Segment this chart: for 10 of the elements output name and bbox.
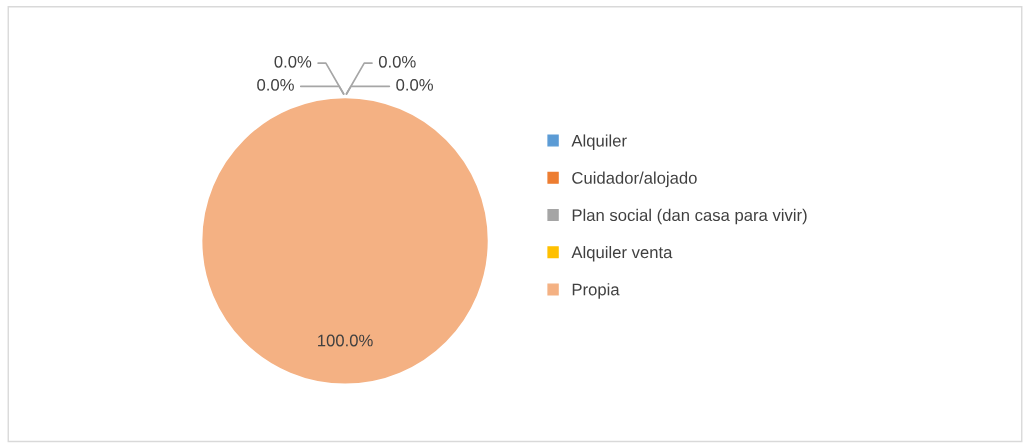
legend-label: Alquiler venta [571, 246, 673, 262]
data-label: 100.0% [318, 334, 373, 347]
legend-label: Cuidador/alojado [572, 171, 697, 188]
text: 0.0% [378, 55, 416, 68]
text: 0.0% [257, 78, 294, 91]
text: 0.0% [396, 78, 433, 91]
legend-label: Alquiler [571, 134, 627, 150]
legend-label: Propia [572, 283, 620, 299]
text: 0.0% [274, 55, 312, 68]
legend-label: Plan social (dan casa para vivir) [572, 208, 807, 225]
